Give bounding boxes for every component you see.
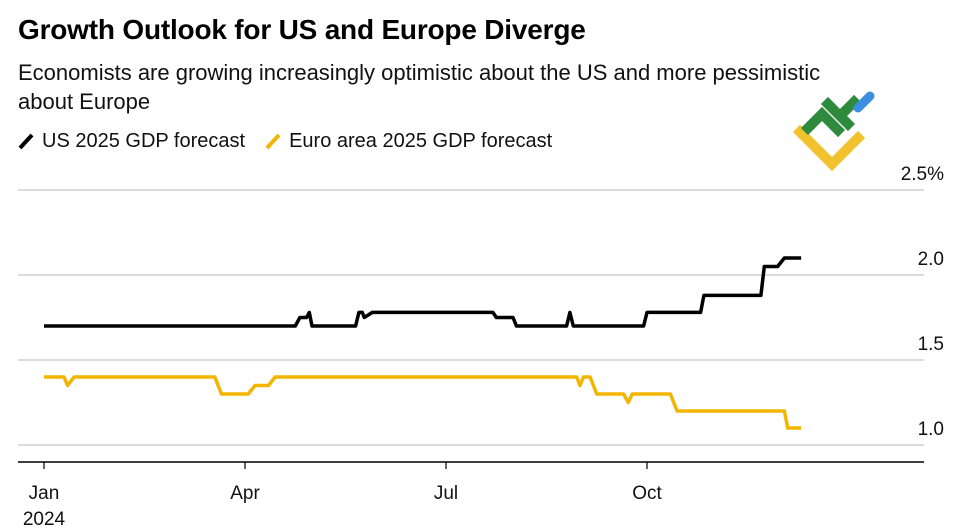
brand-logo-icon: [792, 91, 875, 172]
x-tick-sublabel: 2024: [23, 509, 66, 530]
chart-title: Growth Outlook for US and Europe Diverge: [18, 14, 586, 45]
y-tick-label: 2.5%: [901, 164, 944, 185]
x-tick-label: Apr: [230, 483, 260, 504]
series-line-us: [44, 256, 802, 328]
legend-swatch-us: [18, 133, 34, 150]
logo-green-cross-icon: [800, 94, 862, 138]
series-line-euro: [44, 375, 802, 430]
x-tick-label: Oct: [632, 483, 662, 504]
chart-subtitle: Economists are growing increasingly opti…: [18, 60, 821, 114]
x-tick-label: Jul: [434, 483, 458, 504]
legend: US 2025 GDP forecast Euro area 2025 GDP …: [18, 128, 572, 154]
y-tick-label: 2.0: [918, 249, 944, 270]
legend-label-euro: Euro area 2025 GDP forecast: [289, 129, 553, 152]
logo-yellow-chevron-icon: [792, 124, 866, 172]
x-tick-label: Jan: [29, 483, 60, 504]
legend-swatch-euro: [265, 133, 281, 150]
logo-blue-stroke-icon: [853, 91, 875, 113]
legend-item-us: US 2025 GDP forecast: [18, 130, 245, 153]
y-tick-label: 1.0: [918, 419, 944, 440]
y-tick-label: 1.5: [918, 334, 944, 355]
legend-item-euro: Euro area 2025 GDP forecast: [265, 130, 552, 153]
legend-label-us: US 2025 GDP forecast: [42, 129, 246, 152]
